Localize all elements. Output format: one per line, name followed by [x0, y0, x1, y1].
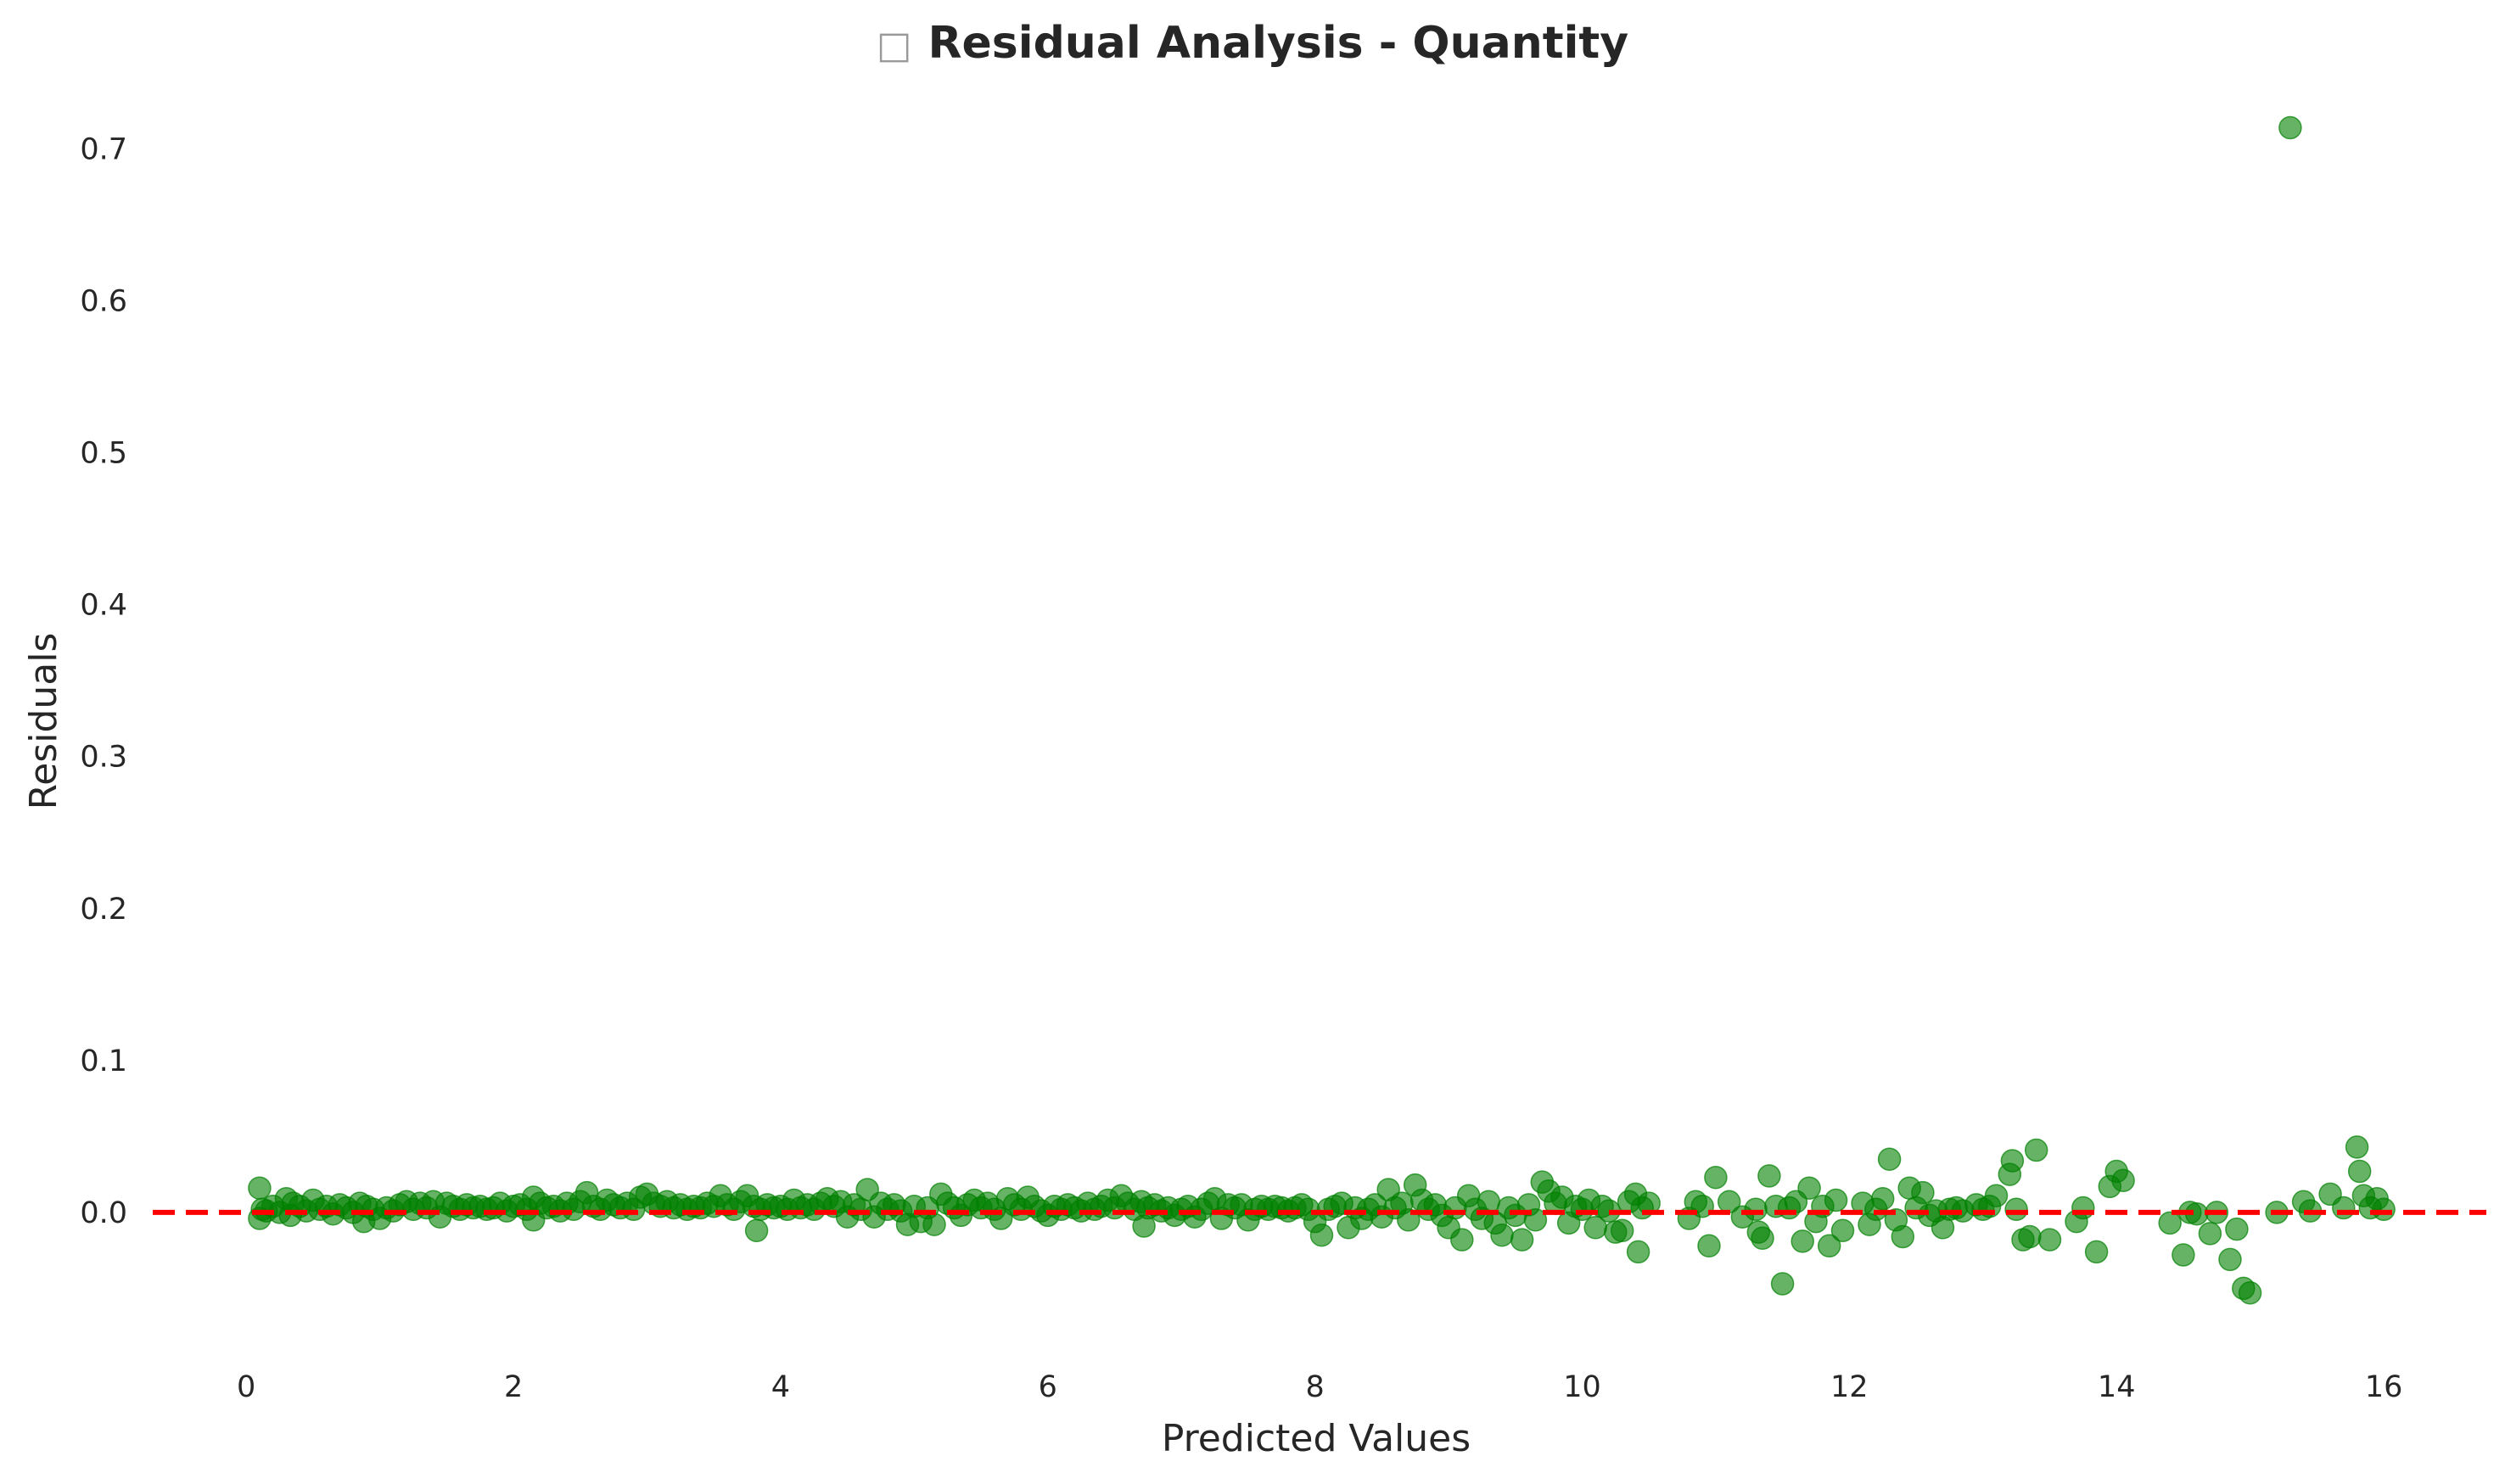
- y-tick-label: 0.5: [80, 437, 127, 471]
- data-point: [2238, 1281, 2262, 1305]
- data-point: [2372, 1197, 2396, 1222]
- chart-title: □ Residual Analysis - Quantity: [877, 18, 1628, 69]
- data-point: [2332, 1196, 2356, 1220]
- y-tick-label: 0.3: [80, 741, 127, 775]
- data-point: [1751, 1226, 1774, 1251]
- data-point: [2198, 1222, 2222, 1246]
- data-point: [1309, 1223, 1334, 1247]
- data-point: [2278, 115, 2302, 140]
- data-point: [2004, 1197, 2028, 1222]
- data-point: [1704, 1165, 1728, 1190]
- y-axis-label: Residuals: [22, 633, 65, 810]
- y-tick-label: 0.6: [80, 285, 127, 319]
- data-point: [1744, 1197, 1768, 1222]
- x-tick-label: 14: [2098, 1370, 2136, 1404]
- chart-title-text: Residual Analysis - Quantity: [927, 18, 1628, 69]
- data-point: [2225, 1217, 2249, 1241]
- data-point: [1490, 1223, 1514, 1247]
- data-point: [1757, 1164, 1781, 1188]
- data-point: [2000, 1149, 2025, 1173]
- data-point: [2172, 1243, 2195, 1267]
- data-point: [1450, 1228, 1474, 1252]
- data-point: [1510, 1228, 1534, 1252]
- data-point: [1626, 1240, 1650, 1264]
- data-point: [1870, 1186, 1895, 1211]
- data-point: [1817, 1234, 1841, 1258]
- data-point: [1830, 1218, 1855, 1243]
- data-point: [1891, 1224, 1915, 1249]
- x-tick-label: 12: [1830, 1370, 1869, 1404]
- y-tick-label: 0.7: [80, 133, 127, 167]
- x-tick-label: 2: [504, 1370, 523, 1404]
- x-tick-label: 10: [1563, 1370, 1601, 1404]
- data-point: [2084, 1240, 2109, 1264]
- y-tick-label: 0.2: [80, 893, 127, 927]
- data-point: [2111, 1168, 2135, 1193]
- title-missing-glyph-icon: □: [877, 24, 912, 67]
- data-point: [1790, 1229, 1814, 1253]
- y-axis-ticks: 0.0 0.1 0.2 0.3 0.4 0.5 0.6 0.7: [80, 133, 127, 1230]
- x-tick-label: 16: [2365, 1370, 2403, 1404]
- data-point: [744, 1218, 769, 1243]
- data-point: [2018, 1224, 2042, 1249]
- x-tick-label: 4: [771, 1370, 790, 1404]
- data-point: [2347, 1159, 2372, 1184]
- data-point: [2037, 1228, 2062, 1252]
- data-point: [248, 1176, 272, 1200]
- data-point: [1984, 1184, 2009, 1207]
- data-point: [1477, 1190, 1501, 1214]
- y-tick-label: 0.4: [80, 589, 127, 623]
- data-point: [1877, 1147, 1902, 1171]
- data-point: [2071, 1196, 2095, 1220]
- x-axis-ticks: 0 2 4 6 8 10 12 14 16: [237, 1370, 2402, 1404]
- x-axis-label: Predicted Values: [1162, 1417, 1471, 1460]
- data-point: [2158, 1211, 2182, 1235]
- data-point: [1797, 1176, 1821, 1200]
- data-point: [1911, 1180, 1935, 1205]
- data-point: [922, 1212, 946, 1236]
- x-tick-label: 6: [1039, 1370, 1057, 1404]
- data-point: [1770, 1272, 1795, 1296]
- data-point: [2218, 1247, 2242, 1272]
- y-tick-label: 0.1: [80, 1044, 127, 1078]
- x-tick-label: 8: [1305, 1370, 1324, 1404]
- data-point: [2345, 1135, 2369, 1159]
- data-point: [1824, 1188, 1848, 1212]
- data-point: [1697, 1234, 1721, 1258]
- x-tick-label: 0: [237, 1370, 255, 1404]
- y-tick-label: 0.0: [80, 1196, 127, 1230]
- scatter-points: [248, 115, 2396, 1305]
- data-point: [2024, 1138, 2048, 1162]
- data-point: [1610, 1218, 1634, 1243]
